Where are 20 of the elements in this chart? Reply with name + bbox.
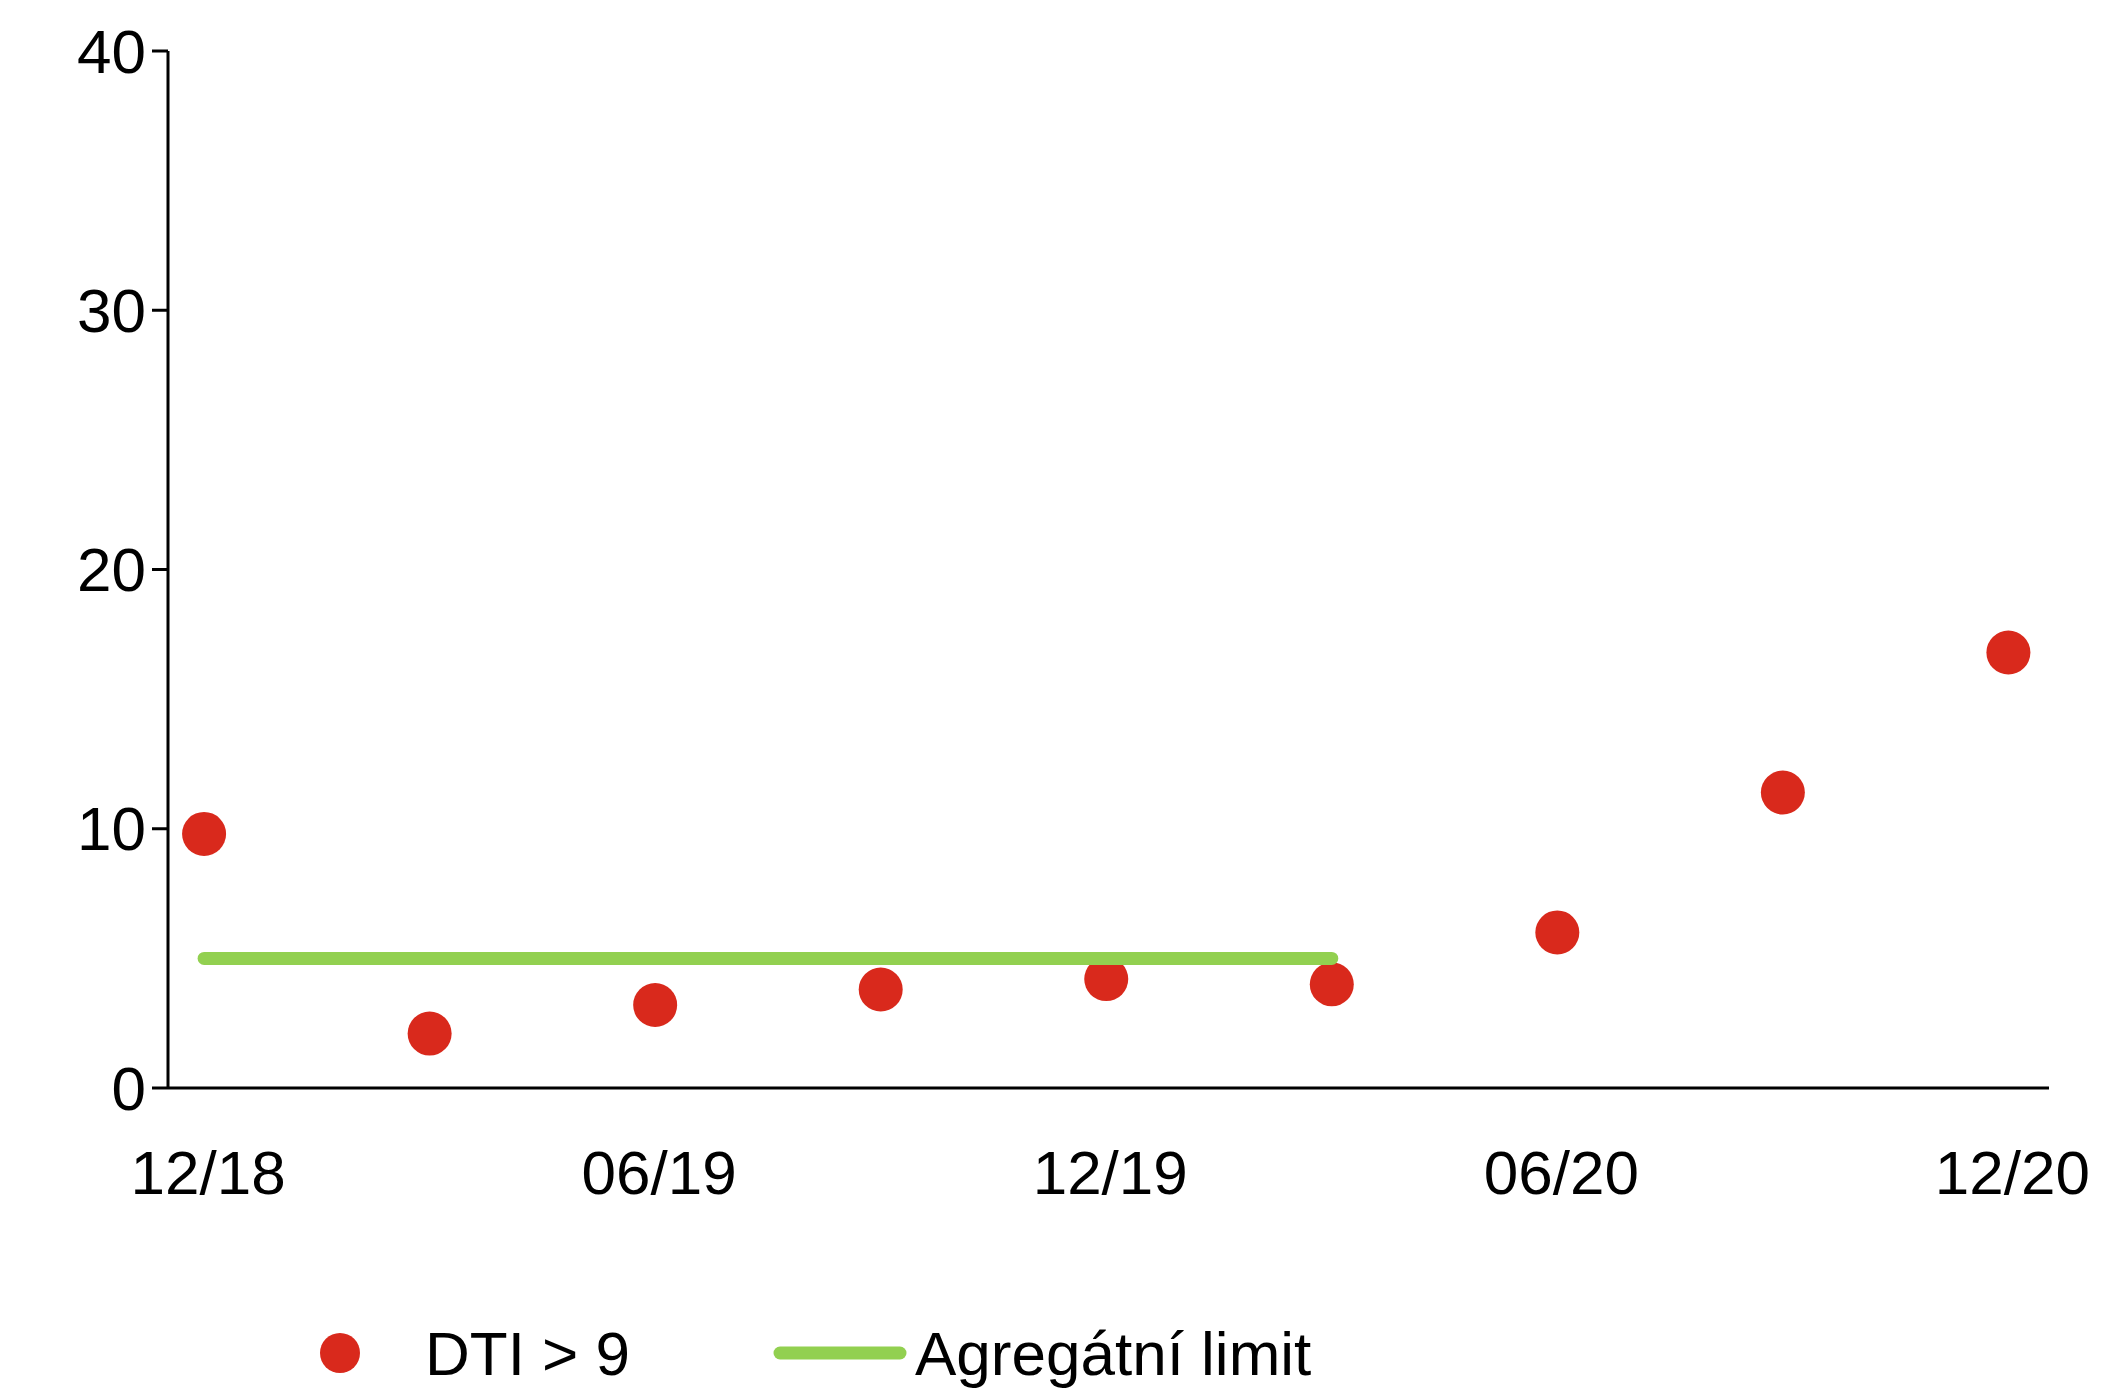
x-tick-label: 06/19 [581, 1137, 737, 1207]
x-tick-label: 12/20 [1934, 1137, 2090, 1207]
point [633, 983, 678, 1028]
point [1309, 962, 1354, 1007]
y-tick-label: 40 [77, 16, 146, 86]
point [858, 967, 903, 1012]
y-tick-label: 0 [111, 1053, 146, 1123]
point [182, 811, 227, 856]
point [1535, 910, 1580, 955]
x-tick-label: 12/19 [1032, 1137, 1188, 1207]
x-tick-label: 06/20 [1483, 1137, 1639, 1207]
x-tick-label: 12/18 [130, 1137, 286, 1207]
y-tick-label: 10 [77, 794, 146, 864]
point [407, 1011, 452, 1056]
point [1986, 630, 2031, 675]
legend-label: Agregátní limit [915, 1318, 1312, 1388]
y-tick-label: 30 [77, 275, 146, 345]
legend-label: DTI > 9 [425, 1318, 631, 1388]
y-tick-label: 20 [77, 535, 146, 605]
point [1760, 770, 1805, 815]
